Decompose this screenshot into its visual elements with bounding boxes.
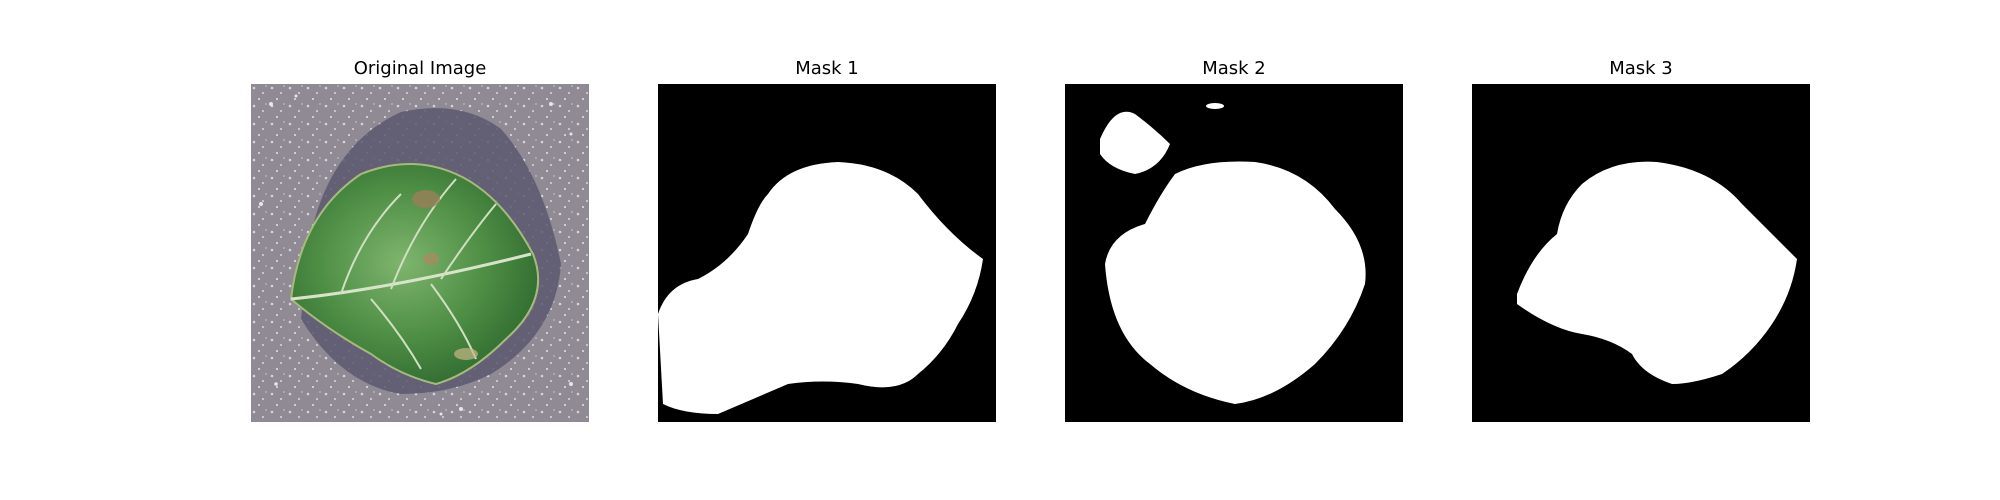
mask-3-image: [1472, 84, 1810, 422]
panel-title: Mask 2: [1202, 58, 1266, 79]
mask-1-image: [658, 84, 996, 422]
panel-original-image: Original Image: [251, 0, 589, 500]
original-leaf-photo: [251, 84, 589, 422]
panel-mask-1: Mask 1: [658, 0, 996, 500]
panel-mask-2: Mask 2: [1065, 0, 1403, 500]
panel-title: Mask 3: [1609, 58, 1673, 79]
panel-mask-3: Mask 3: [1472, 0, 1810, 500]
mask-2-image: [1065, 84, 1403, 422]
panel-title: Mask 1: [795, 58, 859, 79]
panel-title: Original Image: [353, 58, 487, 79]
